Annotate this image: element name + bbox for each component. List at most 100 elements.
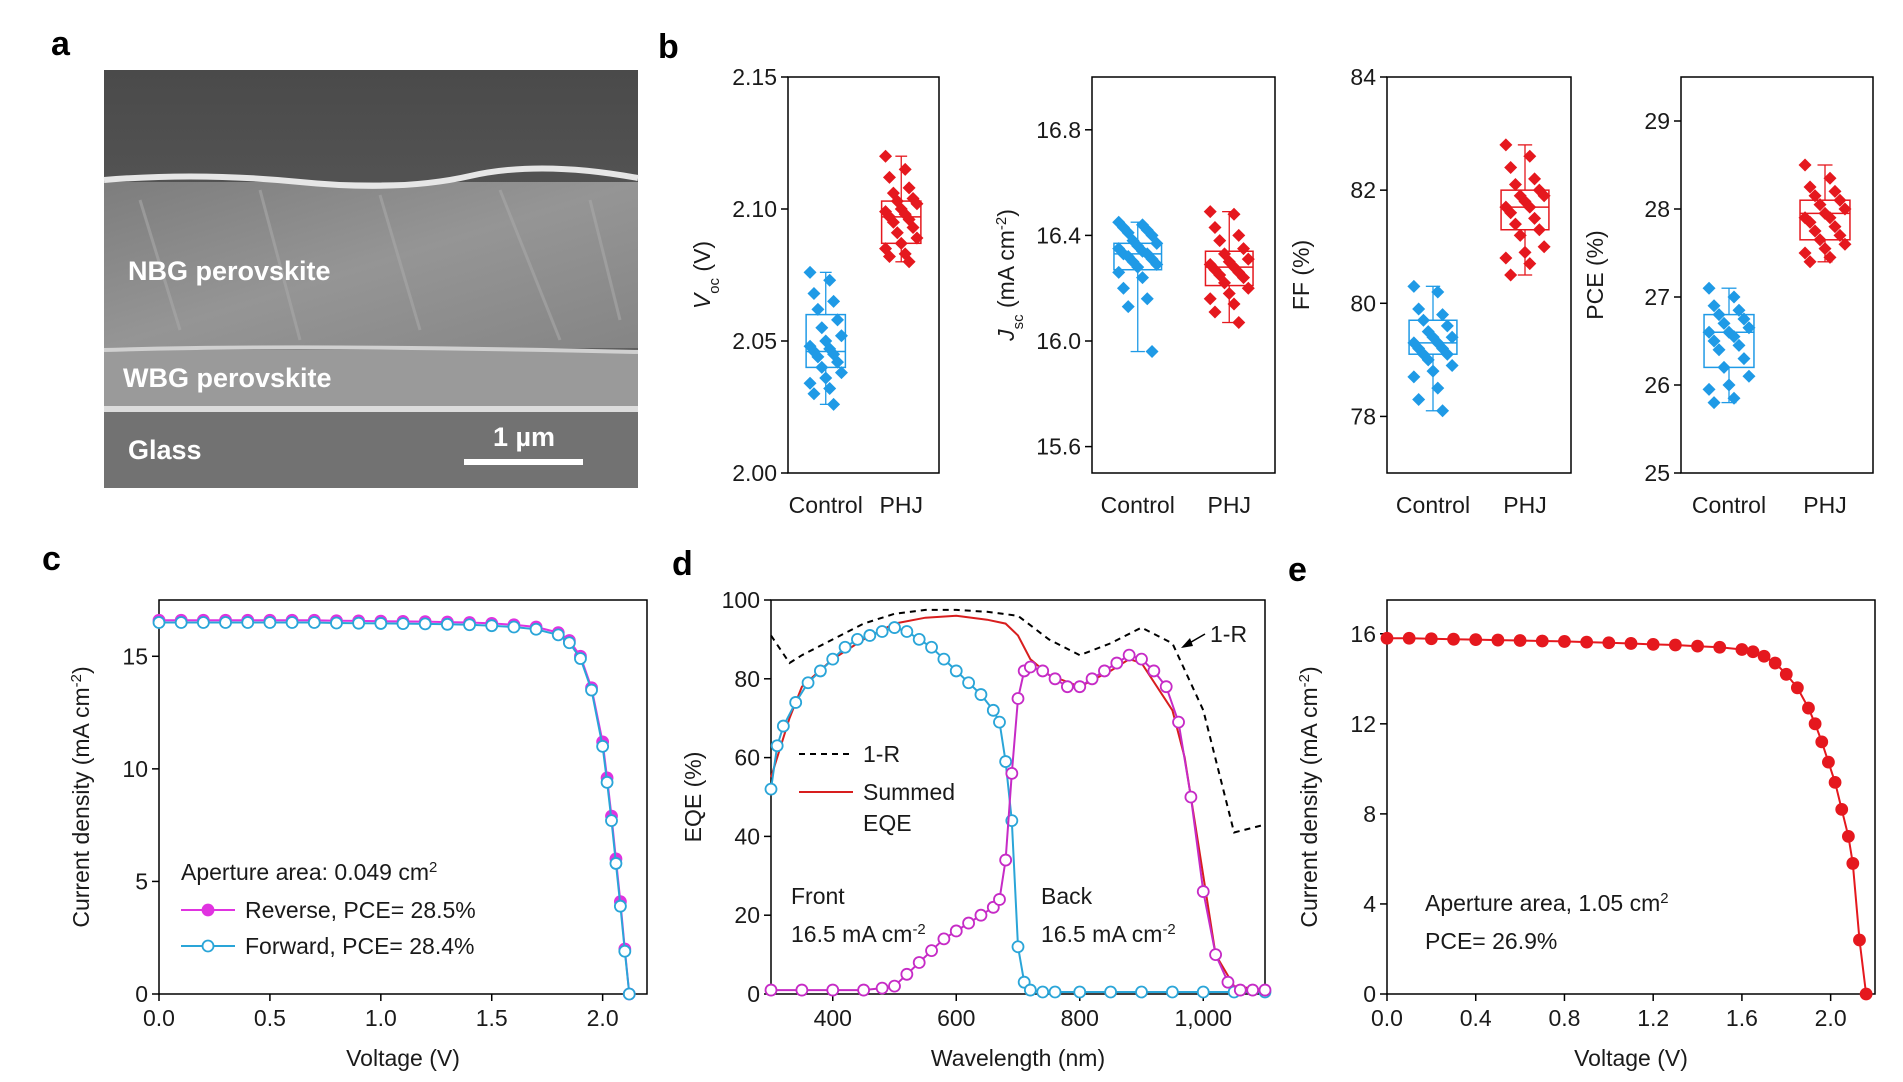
data-point	[605, 814, 618, 828]
scale-bar-label: 1 µm	[493, 422, 555, 452]
data-point	[374, 617, 388, 630]
data-point	[863, 629, 877, 642]
data-point	[1779, 667, 1793, 681]
data-point	[1828, 775, 1842, 789]
data-point	[1803, 215, 1817, 229]
data-point	[1808, 189, 1822, 203]
data-point	[609, 857, 623, 870]
data-point	[851, 633, 864, 646]
annotation-part: Aperture area: 0.049 cm	[181, 859, 429, 885]
data-point	[1232, 316, 1246, 330]
y-tick-label: 8	[1363, 801, 1376, 827]
y-axis-label: PCE (%)	[1582, 230, 1608, 319]
y-axis-label-part: )	[993, 209, 1019, 217]
y-tick-label: 60	[734, 745, 760, 771]
data-point	[986, 703, 1000, 717]
data-point	[1757, 649, 1771, 663]
data-point	[906, 220, 920, 234]
y-tick-label: 10	[122, 756, 148, 782]
data-point	[819, 371, 833, 385]
data-point	[1150, 257, 1164, 271]
data-point	[803, 376, 817, 390]
y-tick-label: 100	[722, 587, 760, 613]
plot-frame	[1091, 76, 1276, 474]
data-point	[1402, 631, 1416, 645]
data-point	[1813, 233, 1827, 247]
data-point	[1104, 985, 1118, 999]
legend-marker	[201, 903, 215, 917]
data-point	[999, 853, 1013, 867]
data-point	[1668, 638, 1682, 652]
data-point	[600, 775, 614, 789]
data-point	[795, 983, 809, 997]
layer-label: WBG perovskite	[123, 363, 332, 393]
y-axis-label: Jsc (mA cm-2)	[993, 209, 1027, 342]
data-point	[1790, 681, 1804, 695]
data-point	[1227, 297, 1241, 311]
y-tick-label: 0	[135, 981, 148, 1007]
y-axis-label-part: J	[993, 329, 1019, 342]
category-label: Control	[1396, 492, 1470, 518]
data-point	[1828, 184, 1842, 198]
y-axis-label-part: Current density (mA cm	[1296, 687, 1322, 927]
data-point	[562, 636, 576, 650]
y-tick-label: 0	[1363, 981, 1376, 1007]
data-point	[902, 181, 916, 195]
y-tick-label: 2.05	[732, 328, 777, 354]
data-point	[1798, 246, 1812, 260]
data-point	[1508, 177, 1522, 191]
category-label: Control	[789, 492, 863, 518]
annotation: 1-R	[1210, 621, 1247, 647]
annotation-part: 2	[429, 859, 437, 876]
data-point	[974, 688, 988, 701]
data-point	[1646, 637, 1660, 651]
data-point	[1073, 680, 1087, 694]
y-tick-label: 84	[1350, 64, 1376, 90]
data-point	[285, 616, 299, 629]
data-point	[1203, 292, 1217, 306]
data-point	[1233, 983, 1247, 997]
data-point	[1073, 985, 1087, 999]
data-point	[1237, 271, 1251, 285]
data-point	[1528, 211, 1542, 225]
data-point	[1624, 637, 1638, 650]
data-point	[1737, 352, 1751, 366]
data-point	[826, 652, 840, 666]
data-point	[1110, 656, 1124, 670]
data-point	[827, 397, 841, 411]
data-point	[1147, 664, 1161, 678]
data-point	[463, 618, 476, 632]
data-point	[1742, 321, 1756, 335]
legend-label: 1-R	[863, 741, 900, 767]
data-point	[925, 640, 938, 654]
plot-frame	[787, 76, 940, 474]
data-point	[815, 360, 829, 374]
data-point	[352, 616, 366, 630]
annotation-part: 16.5 mA cm	[791, 921, 912, 947]
data-point	[937, 652, 951, 666]
annotation-arrowhead	[1181, 638, 1193, 648]
data-point	[574, 652, 587, 665]
x-axis-label: Voltage (V)	[346, 1045, 460, 1071]
annotation: 16.5 mA cm-2	[1041, 921, 1176, 948]
data-point	[962, 676, 975, 690]
data-point	[857, 983, 871, 997]
data-point	[1241, 252, 1255, 266]
data-point	[1846, 857, 1860, 870]
annotation-part: -2	[912, 921, 925, 938]
y-axis-label: Current density (mA cm-2)	[68, 666, 95, 927]
data-point	[1808, 717, 1822, 731]
data-point	[1499, 138, 1513, 152]
data-point	[925, 944, 938, 958]
data-point	[1802, 701, 1815, 715]
data-point	[330, 616, 343, 630]
data-point	[1213, 234, 1227, 248]
data-point	[1808, 224, 1822, 238]
data-point	[529, 622, 543, 636]
y-axis-label: EQE (%)	[680, 752, 706, 843]
data-point	[1742, 369, 1756, 383]
data-point	[241, 616, 255, 629]
plot-frame	[1386, 599, 1876, 995]
y-tick-label: 80	[734, 666, 760, 692]
data-point	[910, 197, 924, 211]
